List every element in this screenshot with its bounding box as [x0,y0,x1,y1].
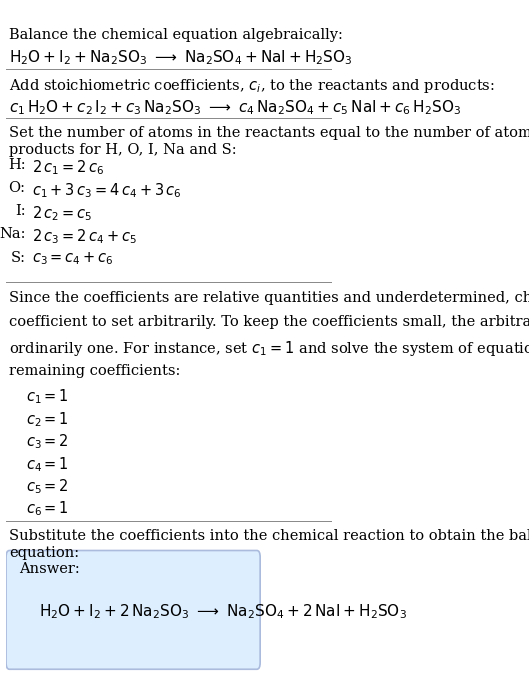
FancyBboxPatch shape [6,550,260,669]
Text: Since the coefficients are relative quantities and underdetermined, choose a: Since the coefficients are relative quan… [10,291,529,304]
Text: Balance the chemical equation algebraically:: Balance the chemical equation algebraica… [10,28,343,42]
Text: H:: H: [8,158,25,172]
Text: coefficient to set arbitrarily. To keep the coefficients small, the arbitrary va: coefficient to set arbitrarily. To keep … [10,315,529,329]
Text: Answer:: Answer: [19,562,80,576]
Text: Add stoichiometric coefficients, $c_i$, to the reactants and products:: Add stoichiometric coefficients, $c_i$, … [10,77,495,95]
Text: O:: O: [8,181,25,195]
Text: remaining coefficients:: remaining coefficients: [10,364,181,378]
Text: $c_4 = 1$: $c_4 = 1$ [25,455,68,473]
Text: $c_6 = 1$: $c_6 = 1$ [25,499,68,518]
Text: $2\,c_2 = c_5$: $2\,c_2 = c_5$ [32,204,93,223]
Text: S:: S: [11,251,25,264]
Text: $\mathrm{H_2O + I_2 + Na_2SO_3 \ \longrightarrow \ Na_2SO_4 + NaI + H_2SO_3}$: $\mathrm{H_2O + I_2 + Na_2SO_3 \ \longri… [10,48,353,67]
Text: $\mathrm{H_2O + I_2 + 2\,Na_2SO_3 \ \longrightarrow \ Na_2SO_4 + 2\,NaI + H_2SO_: $\mathrm{H_2O + I_2 + 2\,Na_2SO_3 \ \lon… [39,602,407,622]
Text: ordinarily one. For instance, set $c_1 = 1$ and solve the system of equations fo: ordinarily one. For instance, set $c_1 =… [10,339,529,359]
Text: $c_3 = c_4 + c_6$: $c_3 = c_4 + c_6$ [32,251,114,267]
Text: $c_1 + 3\,c_3 = 4\,c_4 + 3\,c_6$: $c_1 + 3\,c_3 = 4\,c_4 + 3\,c_6$ [32,181,182,200]
Text: $c_3 = 2$: $c_3 = 2$ [25,432,68,451]
Text: $c_1 = 1$: $c_1 = 1$ [25,387,68,406]
Text: Set the number of atoms in the reactants equal to the number of atoms in the: Set the number of atoms in the reactants… [10,126,529,140]
Text: I:: I: [15,204,25,218]
Text: Substitute the coefficients into the chemical reaction to obtain the balanced: Substitute the coefficients into the che… [10,530,529,543]
Text: products for H, O, I, Na and S:: products for H, O, I, Na and S: [10,143,237,157]
Text: equation:: equation: [10,545,79,560]
Text: $c_2 = 1$: $c_2 = 1$ [25,410,68,429]
Text: $2\,c_3 = 2\,c_4 + c_5$: $2\,c_3 = 2\,c_4 + c_5$ [32,227,137,246]
Text: Na:: Na: [0,227,25,241]
Text: $2\,c_1 = 2\,c_6$: $2\,c_1 = 2\,c_6$ [32,158,104,177]
Text: $c_1\,\mathrm{H_2O} + c_2\,\mathrm{I_2} + c_3\,\mathrm{Na_2SO_3} \ \longrightarr: $c_1\,\mathrm{H_2O} + c_2\,\mathrm{I_2} … [10,98,462,117]
Text: $c_5 = 2$: $c_5 = 2$ [25,477,68,496]
